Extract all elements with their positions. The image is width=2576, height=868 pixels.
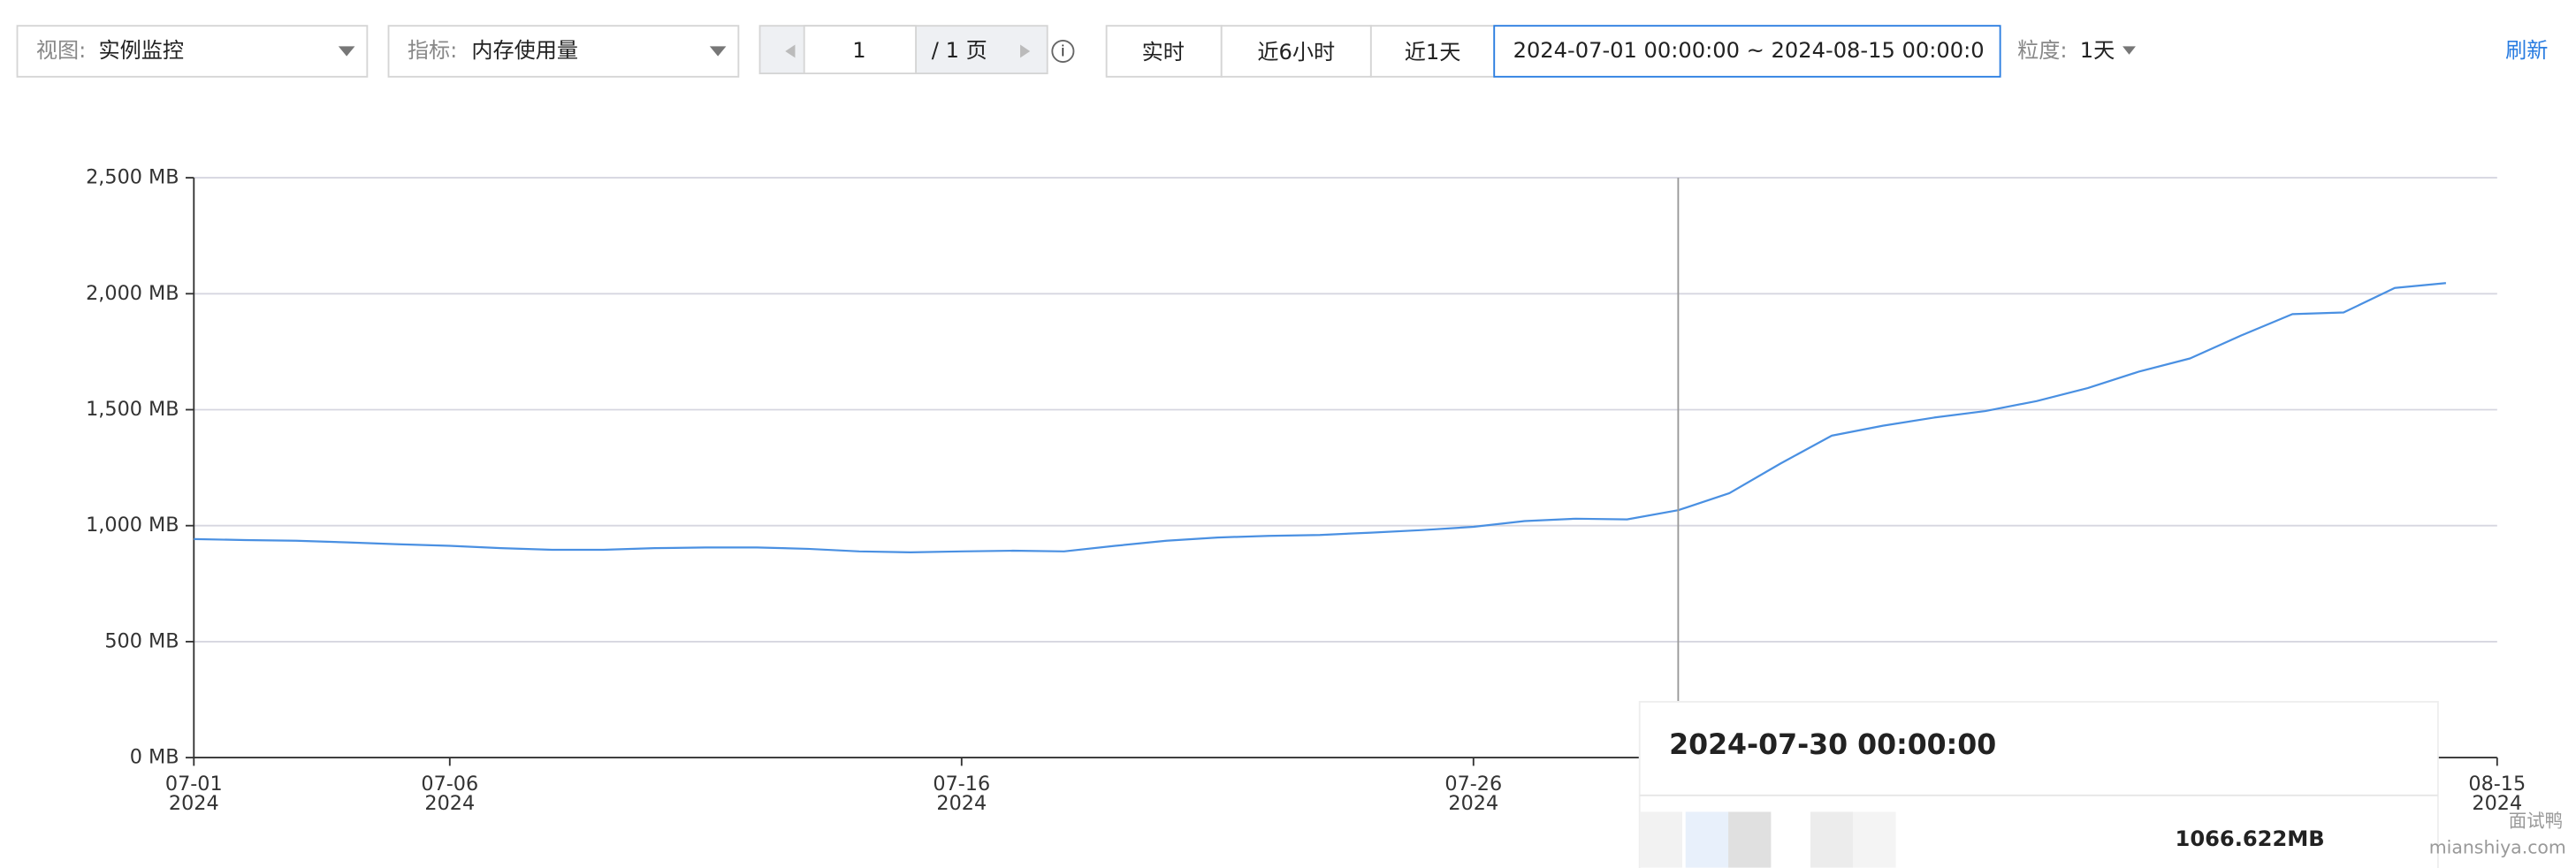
time-range-input[interactable] (1493, 25, 2001, 78)
next-page[interactable] (1020, 44, 1031, 58)
x-tick-label: 07-06 2024 (421, 772, 478, 814)
y-tick-label: 1,500 MB (86, 398, 179, 421)
page-input[interactable] (803, 25, 917, 75)
x-tick-label: 07-16 2024 (933, 772, 990, 814)
tooltip-value: 1066.622MB (2176, 826, 2325, 851)
y-tick-label: 500 MB (104, 629, 179, 652)
page-input-value: 1 (852, 38, 865, 63)
tooltip-series-swatch (1639, 811, 1683, 868)
y-tick-label: 2,500 MB (86, 166, 179, 189)
x-tick-label: 08-15 2024 (2468, 772, 2526, 814)
view-value: 实例监控 (99, 38, 185, 63)
tooltip-series-swatch (1853, 811, 1896, 868)
tooltip-series-swatch (1685, 811, 1729, 868)
dropdown-arrow (709, 46, 727, 57)
range-button[interactable] (1105, 25, 1223, 78)
dropdown-arrow (2123, 46, 2136, 55)
tooltip-title: 2024-07-30 00:00:00 (1669, 729, 1996, 761)
tooltip-box (1638, 700, 2439, 868)
info-icon[interactable] (1051, 39, 1075, 63)
info-icon-i: i (1061, 42, 1065, 59)
range-button-label: 近1天 (1405, 40, 1461, 65)
line-series (194, 282, 2446, 553)
watermark: 面试鸭 (2509, 811, 2563, 832)
page-total: / 1 页 (932, 38, 987, 63)
y-tick-label: 1,000 MB (86, 514, 179, 537)
y-tick-label: 0 MB (130, 746, 179, 769)
x-tick-label: 07-26 2024 (1444, 772, 1502, 814)
metric-value: 内存使用量 (471, 38, 578, 63)
prev-page[interactable] (785, 44, 796, 58)
tooltip-series-swatch (1728, 811, 1772, 868)
x-tick-label: 07-01 2024 (165, 772, 223, 814)
range-button-label: 实时 (1142, 40, 1185, 65)
metric-select[interactable] (387, 25, 740, 78)
granularity-value[interactable]: 1天 (2080, 38, 2115, 63)
granularity-label: 粒度: (2017, 38, 2067, 63)
tooltip-series-swatch (1810, 811, 1854, 868)
tooltip: 2024-07-30 00:00:00 1066.622MB (1638, 700, 2439, 868)
refresh-button[interactable]: 刷新 (2505, 38, 2548, 63)
time-range: 2024-07-01 00:00:00 ~ 2024-08-15 00:00:0… (1513, 38, 1998, 63)
range-button-label: 近6小时 (1257, 40, 1335, 65)
watermark: mianshiya.com (2429, 836, 2566, 857)
y-tick-label: 2,000 MB (86, 282, 179, 305)
dropdown-arrow (338, 46, 355, 57)
metric-label: 指标: (408, 38, 457, 63)
view-select[interactable] (16, 25, 369, 78)
view-label: 视图: (36, 38, 86, 63)
toolbar: 视图: 实例监控 指标: 内存使用量 1 / 1 页 i 实时 近6小时 近1天… (16, 25, 2548, 78)
